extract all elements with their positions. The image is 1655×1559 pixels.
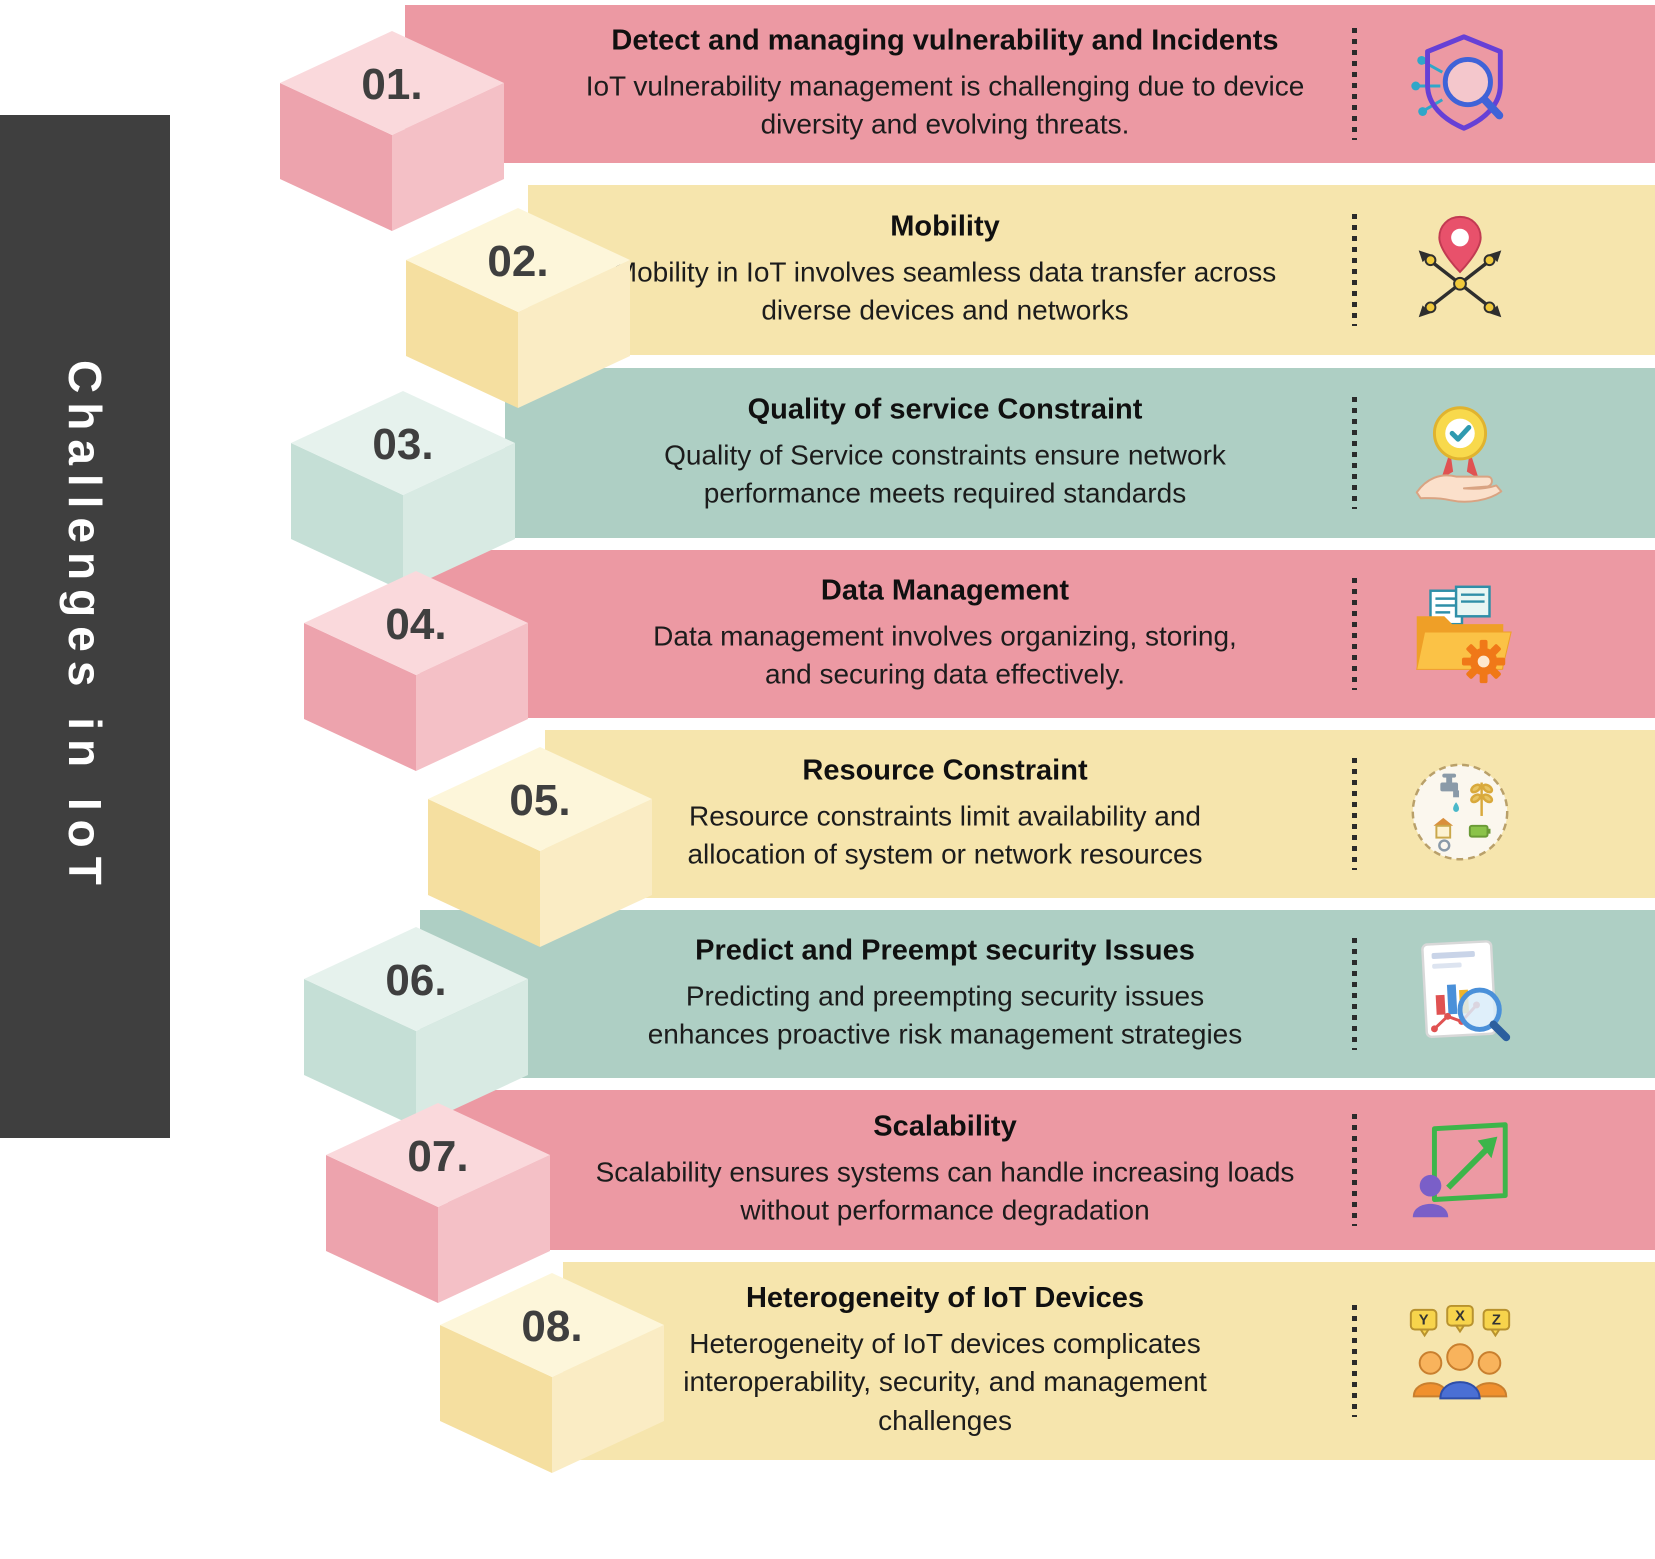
page-title: Challenges in IoT	[59, 359, 111, 894]
challenge-description: Heterogeneity of IoT devices complicates…	[683, 1327, 1207, 1437]
challenge-row-8: Heterogeneity of IoT Devices Heterogenei…	[0, 1262, 1655, 1460]
challenge-description: Quality of Service constraints ensure ne…	[664, 439, 1226, 509]
location-network-icon	[1392, 211, 1528, 329]
challenge-row-1: Detect and managing vulnerability and In…	[0, 5, 1655, 163]
challenge-title: Predict and Preempt security Issues	[695, 934, 1195, 967]
row-text: Quality of service Constraint Quality of…	[545, 392, 1345, 513]
dotted-divider	[1352, 1305, 1357, 1417]
challenge-row-6: Predict and Preempt security Issues Pred…	[0, 910, 1655, 1078]
bubble-letter-z: Z	[1492, 1313, 1501, 1329]
people-bubbles-icon: Y X Z	[1392, 1302, 1528, 1420]
step-cube-6: 06.	[296, 922, 536, 1134]
challenge-description: Mobility in IoT involves seamless data t…	[613, 256, 1277, 326]
row-text: Resource Constraint Resource constraints…	[545, 753, 1345, 874]
shield-scan-icon	[1392, 25, 1528, 143]
growth-frame-icon	[1392, 1111, 1528, 1229]
challenge-title: Resource Constraint	[802, 754, 1088, 787]
dotted-divider	[1352, 397, 1357, 509]
challenge-title: Scalability	[873, 1110, 1017, 1143]
step-number-7: 07.	[407, 1132, 468, 1181]
row-text: Mobility Mobility in IoT involves seamle…	[545, 209, 1345, 330]
step-number-5: 05.	[509, 776, 570, 825]
dotted-divider	[1352, 214, 1357, 326]
folder-gear-icon	[1392, 575, 1528, 693]
dotted-divider	[1352, 578, 1357, 690]
row-text: Detect and managing vulnerability and In…	[545, 23, 1345, 144]
dotted-divider	[1352, 1114, 1357, 1226]
step-cube-1: 01.	[272, 26, 512, 238]
step-cube-8: 08.	[432, 1268, 672, 1480]
dotted-divider	[1352, 758, 1357, 870]
challenge-row-7: Scalability Scalability ensures systems …	[0, 1090, 1655, 1250]
bubble-letter-y: Y	[1419, 1313, 1429, 1329]
step-cube-4: 04.	[296, 566, 536, 778]
row-text: Data Management Data management involves…	[545, 573, 1345, 694]
report-magnifier-icon	[1392, 935, 1528, 1053]
sidebar: Challenges in IoT	[0, 115, 170, 1138]
challenge-description: Predicting and preempting security issue…	[647, 980, 1243, 1050]
challenge-description: IoT vulnerability management is challeng…	[585, 70, 1305, 140]
dotted-divider	[1352, 938, 1357, 1050]
resources-circle-icon	[1392, 755, 1528, 873]
award-hand-icon	[1392, 394, 1528, 512]
challenge-description: Resource constraints limit availability …	[687, 800, 1203, 870]
row-text: Scalability Scalability ensures systems …	[545, 1109, 1345, 1230]
challenge-description: Scalability ensures systems can handle i…	[595, 1156, 1295, 1226]
row-text: Predict and Preempt security Issues Pred…	[545, 933, 1345, 1054]
challenge-title: Mobility	[890, 210, 1000, 243]
challenge-row-4: Data Management Data management involves…	[0, 550, 1655, 718]
challenge-title: Heterogeneity of IoT Devices	[745, 1282, 1145, 1315]
step-cube-5: 05.	[420, 742, 660, 954]
dotted-divider	[1352, 28, 1357, 140]
challenge-title: Detect and managing vulnerability and In…	[611, 24, 1279, 57]
step-number-8: 08.	[521, 1302, 582, 1351]
step-number-4: 04.	[385, 600, 446, 649]
step-cube-2: 02.	[398, 203, 638, 415]
challenge-row-2: Mobility Mobility in IoT involves seamle…	[0, 185, 1655, 355]
step-number-1: 01.	[361, 60, 422, 109]
row-banner	[448, 1090, 1655, 1250]
challenge-row-3: Quality of service Constraint Quality of…	[0, 368, 1655, 538]
challenge-description: Data management involves organizing, sto…	[653, 620, 1237, 690]
step-cube-3: 03.	[283, 386, 523, 598]
step-number-2: 02.	[487, 237, 548, 286]
bubble-letter-x: X	[1455, 1309, 1465, 1325]
row-banner	[528, 185, 1655, 355]
challenge-title: Data Management	[820, 574, 1070, 607]
challenge-title: Quality of service Constraint	[747, 393, 1143, 426]
step-number-3: 03.	[372, 420, 433, 469]
step-cube-7: 07.	[318, 1098, 558, 1310]
row-text: Heterogeneity of IoT Devices Heterogenei…	[545, 1281, 1345, 1441]
challenge-row-5: Resource Constraint Resource constraints…	[0, 730, 1655, 898]
step-number-6: 06.	[385, 956, 446, 1005]
